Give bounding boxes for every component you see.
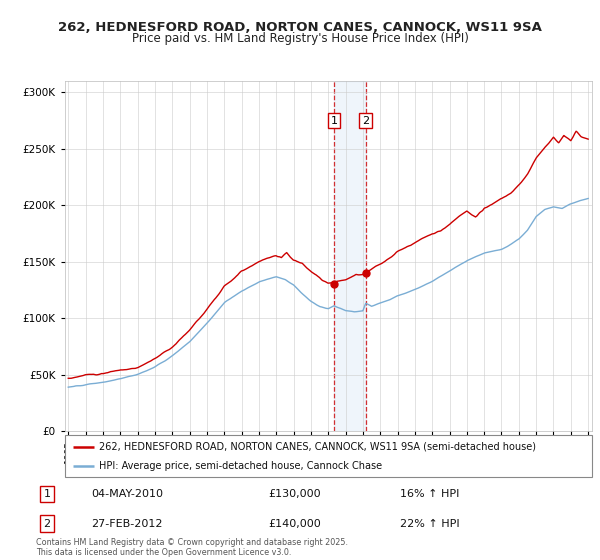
Text: 262, HEDNESFORD ROAD, NORTON CANES, CANNOCK, WS11 9SA: 262, HEDNESFORD ROAD, NORTON CANES, CANN…: [58, 21, 542, 34]
Text: 1: 1: [331, 116, 337, 125]
Text: Contains HM Land Registry data © Crown copyright and database right 2025.
This d: Contains HM Land Registry data © Crown c…: [36, 538, 348, 557]
Text: 262, HEDNESFORD ROAD, NORTON CANES, CANNOCK, WS11 9SA (semi-detached house): 262, HEDNESFORD ROAD, NORTON CANES, CANN…: [99, 442, 536, 452]
Text: HPI: Average price, semi-detached house, Cannock Chase: HPI: Average price, semi-detached house,…: [99, 461, 382, 471]
Bar: [334, 81, 366, 431]
Text: £140,000: £140,000: [268, 519, 320, 529]
Text: 04-MAY-2010: 04-MAY-2010: [91, 489, 163, 499]
Text: 16% ↑ HPI: 16% ↑ HPI: [400, 489, 460, 499]
Text: 27-FEB-2012: 27-FEB-2012: [91, 519, 163, 529]
Text: 2: 2: [362, 116, 370, 125]
Text: 1: 1: [44, 489, 50, 499]
Text: 22% ↑ HPI: 22% ↑ HPI: [400, 519, 460, 529]
Text: 2: 2: [43, 519, 50, 529]
Text: £130,000: £130,000: [268, 489, 320, 499]
Text: Price paid vs. HM Land Registry's House Price Index (HPI): Price paid vs. HM Land Registry's House …: [131, 32, 469, 45]
FancyBboxPatch shape: [65, 435, 592, 477]
